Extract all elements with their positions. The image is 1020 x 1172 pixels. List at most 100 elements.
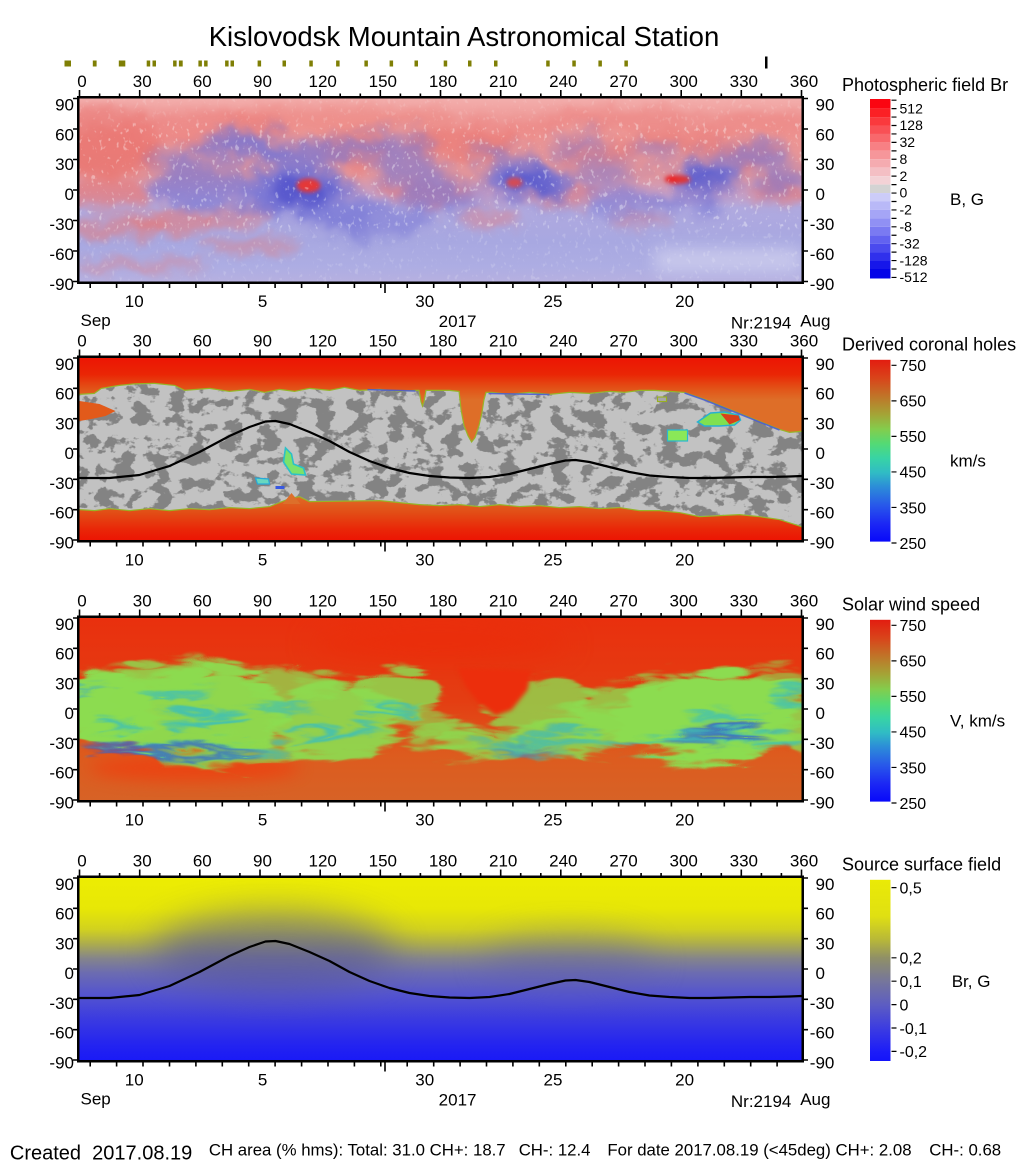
svg-text:8: 8 [900,151,908,167]
svg-text:90: 90 [253,332,272,351]
svg-text:-90: -90 [810,793,835,812]
svg-text:60: 60 [816,905,835,924]
svg-text:150: 150 [369,332,397,351]
svg-text:2: 2 [900,168,908,184]
svg-text:250: 250 [900,796,927,813]
svg-text:-30: -30 [49,215,74,234]
svg-text:450: 450 [900,725,927,742]
svg-text:0: 0 [900,185,908,201]
svg-text:90: 90 [816,875,835,894]
svg-text:Derived coronal holes: Derived coronal holes [842,335,1016,355]
svg-text:350: 350 [900,500,927,517]
svg-text:5: 5 [258,292,267,311]
svg-text:180: 180 [429,72,457,91]
svg-text:270: 270 [609,592,637,611]
svg-text:90: 90 [816,615,835,634]
svg-text:CH-: 0.68: CH-: 0.68 [929,1141,1001,1160]
svg-text:-90: -90 [49,793,74,812]
svg-text:300: 300 [670,852,698,871]
svg-text:180: 180 [429,852,457,871]
svg-text:450: 450 [900,465,927,482]
svg-text:60: 60 [55,905,74,924]
svg-text:330: 330 [730,72,758,91]
svg-text:60: 60 [816,385,835,404]
svg-text:150: 150 [369,592,397,611]
svg-text:-0,2: -0,2 [900,1044,928,1061]
svg-text:Nr:2194: Nr:2194 [731,1092,791,1111]
svg-text:30: 30 [816,414,835,433]
svg-text:330: 330 [730,592,758,611]
svg-text:60: 60 [193,332,212,351]
svg-text:300: 300 [670,72,698,91]
svg-text:-60: -60 [49,504,74,523]
svg-text:0: 0 [816,185,825,204]
svg-text:90: 90 [816,95,835,114]
svg-text:512: 512 [900,100,924,116]
svg-text:240: 240 [549,852,577,871]
svg-text:30: 30 [415,811,434,830]
svg-text:0,1: 0,1 [900,974,922,991]
svg-text:300: 300 [670,332,698,351]
svg-text:Sep: Sep [81,1090,111,1109]
svg-text:0: 0 [77,72,86,91]
svg-text:650: 650 [900,654,927,671]
svg-text:30: 30 [415,292,434,311]
svg-text:210: 210 [489,332,517,351]
svg-text:-30: -30 [810,994,835,1013]
svg-text:120: 120 [309,332,337,351]
svg-text:10: 10 [125,551,144,570]
svg-text:90: 90 [55,875,74,894]
svg-text:V, km/s: V, km/s [950,712,1005,731]
svg-text:210: 210 [489,852,517,871]
svg-text:-512: -512 [900,269,928,285]
svg-text:150: 150 [369,72,397,91]
svg-text:-60: -60 [810,1024,835,1043]
svg-text:550: 550 [900,429,927,446]
svg-text:150: 150 [369,852,397,871]
svg-text:5: 5 [258,811,267,830]
svg-text:-60: -60 [49,1024,74,1043]
svg-text:20: 20 [675,811,694,830]
svg-text:60: 60 [816,645,835,664]
svg-text:-30: -30 [810,734,835,753]
svg-text:30: 30 [55,155,74,174]
svg-text:240: 240 [549,332,577,351]
svg-text:30: 30 [55,934,74,953]
svg-text:Aug: Aug [800,1090,830,1109]
svg-text:-90: -90 [810,1053,835,1072]
svg-text:-90: -90 [49,533,74,552]
svg-text:270: 270 [609,332,637,351]
svg-text:120: 120 [309,72,337,91]
svg-text:30: 30 [133,72,152,91]
svg-text:0: 0 [816,444,825,463]
svg-text:0: 0 [77,852,86,871]
svg-text:120: 120 [309,852,337,871]
svg-text:270: 270 [609,852,637,871]
svg-text:20: 20 [675,551,694,570]
svg-text:-60: -60 [810,245,835,264]
svg-text:120: 120 [309,592,337,611]
svg-text:0: 0 [816,964,825,983]
svg-text:60: 60 [193,72,212,91]
svg-text:90: 90 [253,592,272,611]
svg-text:5: 5 [258,1071,267,1090]
svg-text:25: 25 [544,551,563,570]
svg-text:30: 30 [133,332,152,351]
svg-text:30: 30 [133,852,152,871]
svg-text:Solar wind speed: Solar wind speed [842,595,980,615]
svg-text:Aug: Aug [800,312,830,331]
svg-text:-60: -60 [810,504,835,523]
svg-text:-30: -30 [810,215,835,234]
svg-text:90: 90 [816,355,835,374]
svg-text:5: 5 [258,551,267,570]
svg-text:0: 0 [77,332,86,351]
svg-text:Sep: Sep [81,311,111,330]
svg-text:km/s: km/s [950,452,986,471]
svg-text:60: 60 [193,852,212,871]
svg-text:0: 0 [65,185,74,204]
svg-text:B, G: B, G [950,190,984,209]
svg-text:60: 60 [816,125,835,144]
svg-text:-30: -30 [49,994,74,1013]
svg-text:-32: -32 [900,235,920,251]
svg-text:Photospheric field Br: Photospheric field Br [842,75,1008,95]
